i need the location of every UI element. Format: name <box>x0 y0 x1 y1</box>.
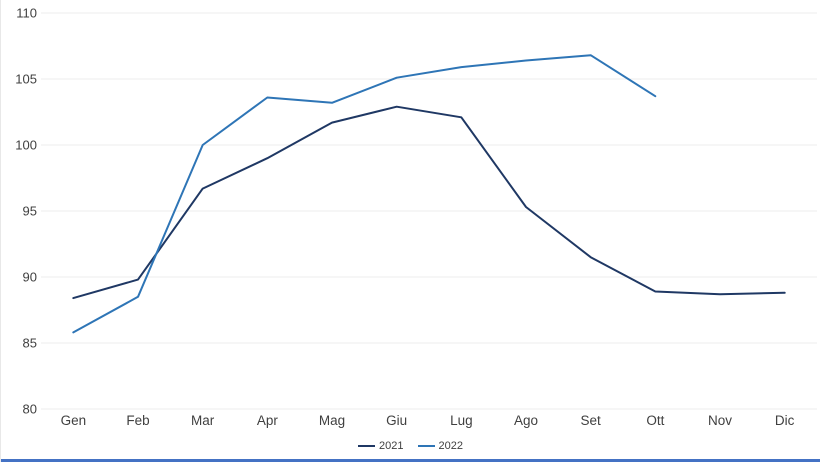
y-tick-label: 85 <box>23 336 37 351</box>
y-tick-label: 100 <box>15 138 37 153</box>
legend-swatch-2022 <box>417 445 435 447</box>
bottom-accent-bar <box>1 459 820 462</box>
legend-item-2022[interactable]: 2022 <box>417 439 463 452</box>
legend-swatch-2021 <box>358 445 376 447</box>
x-tick-label: Ott <box>646 413 664 428</box>
y-tick-label: 95 <box>23 204 37 219</box>
y-tick-label: 105 <box>15 72 37 87</box>
legend-item-2021[interactable]: 2021 <box>358 439 404 452</box>
x-tick-label: Mag <box>319 413 345 428</box>
x-tick-label: Set <box>581 413 602 428</box>
x-tick-label: Mar <box>191 413 215 428</box>
x-tick-label: Ago <box>514 413 538 428</box>
x-tick-label: Dic <box>775 413 795 428</box>
y-tick-label: 80 <box>23 402 37 417</box>
legend-label-2021: 2021 <box>379 439 404 452</box>
legend-label-2022: 2022 <box>438 439 463 452</box>
series-line-2021[interactable] <box>72 105 786 300</box>
x-tick-label: Apr <box>257 413 279 428</box>
x-tick-label: Giu <box>386 413 407 428</box>
y-tick-label: 110 <box>16 6 37 21</box>
x-tick-label: Gen <box>61 413 87 428</box>
series-line-2022[interactable] <box>72 54 657 334</box>
y-tick-label: 90 <box>23 270 37 285</box>
x-tick-label: Nov <box>708 413 732 428</box>
x-tick-label: Lug <box>450 413 473 428</box>
chart-legend: 2021 2022 <box>1 438 820 454</box>
x-tick-label: Feb <box>126 413 149 428</box>
